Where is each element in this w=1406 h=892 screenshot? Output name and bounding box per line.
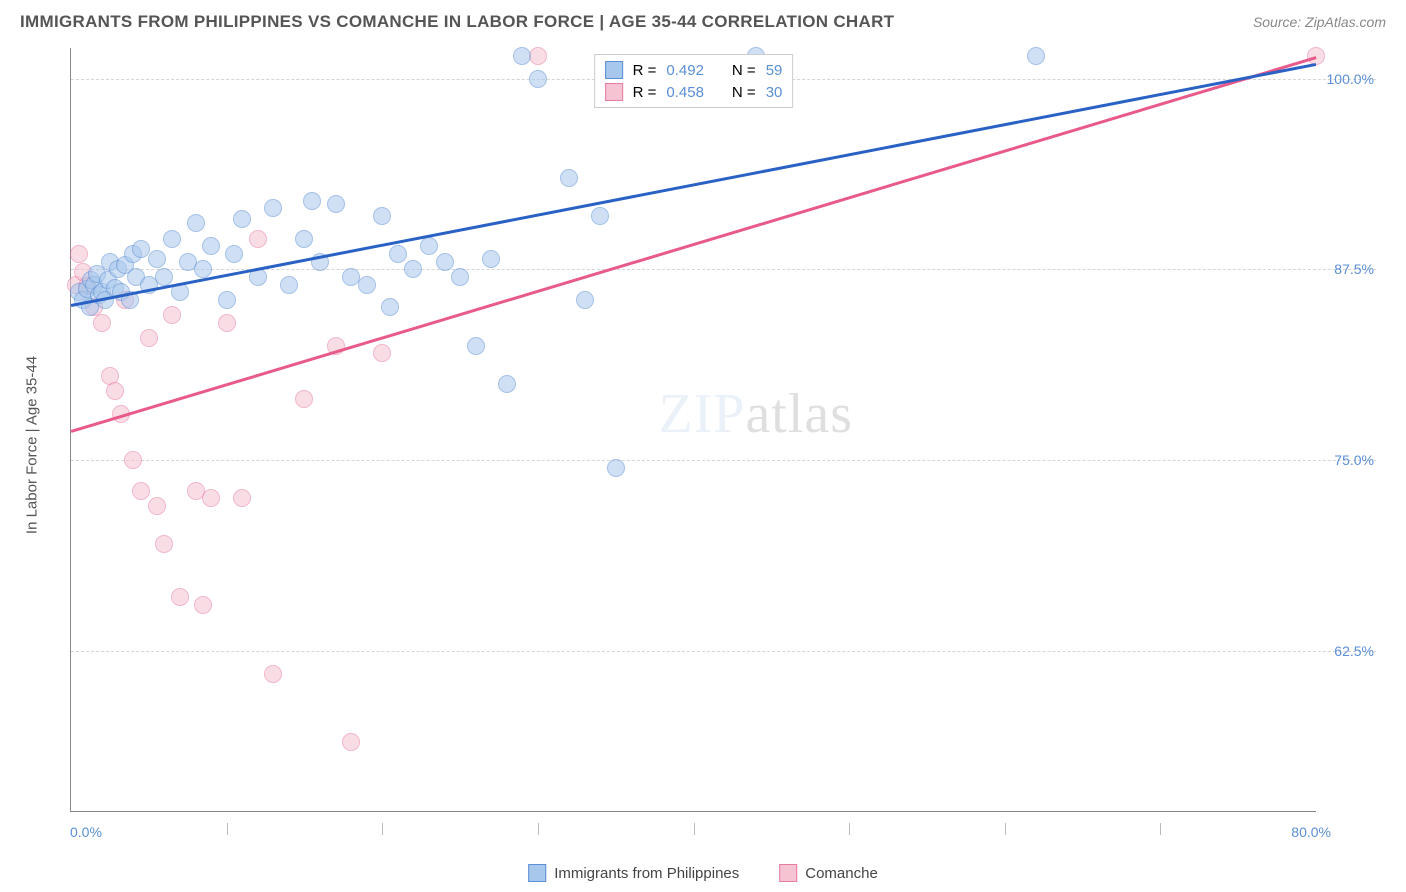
series-legend: Immigrants from Philippines Comanche xyxy=(528,864,878,882)
data-point xyxy=(373,207,391,225)
data-point xyxy=(560,169,578,187)
data-point xyxy=(1307,47,1325,65)
data-point xyxy=(264,199,282,217)
r-value-pink: 0.458 xyxy=(666,84,704,101)
x-tick xyxy=(694,823,695,835)
x-tick xyxy=(538,823,539,835)
x-tick xyxy=(849,823,850,835)
x-tick xyxy=(1160,823,1161,835)
plot-area: ZIPatlas R = 0.492 N = 59 R = 0.458 N = … xyxy=(70,48,1316,812)
x-axis-max: 80.0% xyxy=(1291,824,1331,840)
data-point xyxy=(529,70,547,88)
data-point xyxy=(436,253,454,271)
data-point xyxy=(93,314,111,332)
watermark: ZIPatlas xyxy=(658,382,853,446)
data-point xyxy=(482,250,500,268)
chart-title: IMMIGRANTS FROM PHILIPPINES VS COMANCHE … xyxy=(20,12,894,32)
data-point xyxy=(233,210,251,228)
data-point xyxy=(70,245,88,263)
n-value-blue: 59 xyxy=(766,62,783,79)
legend-swatch-blue xyxy=(528,864,546,882)
data-point xyxy=(194,596,212,614)
n-label: N = xyxy=(732,84,756,101)
data-point xyxy=(194,260,212,278)
data-point xyxy=(218,291,236,309)
data-point xyxy=(187,214,205,232)
x-axis-min: 0.0% xyxy=(70,824,102,840)
r-label: R = xyxy=(633,84,657,101)
r-value-blue: 0.492 xyxy=(666,62,704,79)
data-point xyxy=(381,298,399,316)
y-axis-label: In Labor Force | Age 35-44 xyxy=(24,356,41,534)
data-point xyxy=(171,588,189,606)
data-point xyxy=(155,268,173,286)
data-point xyxy=(389,245,407,263)
data-point xyxy=(1027,47,1045,65)
data-point xyxy=(358,276,376,294)
legend-swatch-pink xyxy=(779,864,797,882)
x-tick xyxy=(227,823,228,835)
n-label: N = xyxy=(732,62,756,79)
data-point xyxy=(163,306,181,324)
data-point xyxy=(148,250,166,268)
data-point xyxy=(498,375,516,393)
data-point xyxy=(233,489,251,507)
data-point xyxy=(124,451,142,469)
data-point xyxy=(225,245,243,263)
data-point xyxy=(513,47,531,65)
legend-swatch-blue xyxy=(605,61,623,79)
data-point xyxy=(529,47,547,65)
y-tick-label: 87.5% xyxy=(1334,261,1374,277)
gridline xyxy=(71,651,1376,652)
legend-label-blue: Immigrants from Philippines xyxy=(554,865,739,882)
data-point xyxy=(295,390,313,408)
data-point xyxy=(280,276,298,294)
data-point xyxy=(467,337,485,355)
data-point xyxy=(327,195,345,213)
data-point xyxy=(155,535,173,553)
chart-container: In Labor Force | Age 35-44 ZIPatlas R = … xyxy=(20,48,1386,842)
n-value-pink: 30 xyxy=(766,84,783,101)
data-point xyxy=(163,230,181,248)
data-point xyxy=(591,207,609,225)
data-point xyxy=(404,260,422,278)
y-tick-label: 62.5% xyxy=(1334,643,1374,659)
data-point xyxy=(202,489,220,507)
x-tick xyxy=(1005,823,1006,835)
data-point xyxy=(373,344,391,362)
gridline xyxy=(71,269,1376,270)
data-point xyxy=(607,459,625,477)
data-point xyxy=(249,230,267,248)
data-point xyxy=(148,497,166,515)
legend-swatch-pink xyxy=(605,83,623,101)
data-point xyxy=(342,733,360,751)
y-tick-label: 75.0% xyxy=(1334,452,1374,468)
y-tick-label: 100.0% xyxy=(1327,71,1374,87)
correlation-legend: R = 0.492 N = 59 R = 0.458 N = 30 xyxy=(594,54,794,108)
data-point xyxy=(295,230,313,248)
data-point xyxy=(202,237,220,255)
legend-label-pink: Comanche xyxy=(805,865,878,882)
data-point xyxy=(106,382,124,400)
data-point xyxy=(264,665,282,683)
data-point xyxy=(576,291,594,309)
data-point xyxy=(420,237,438,255)
data-point xyxy=(451,268,469,286)
gridline xyxy=(71,460,1376,461)
source-label: Source: ZipAtlas.com xyxy=(1253,14,1386,30)
data-point xyxy=(132,482,150,500)
data-point xyxy=(303,192,321,210)
data-point xyxy=(218,314,236,332)
x-tick xyxy=(382,823,383,835)
data-point xyxy=(140,329,158,347)
r-label: R = xyxy=(633,62,657,79)
